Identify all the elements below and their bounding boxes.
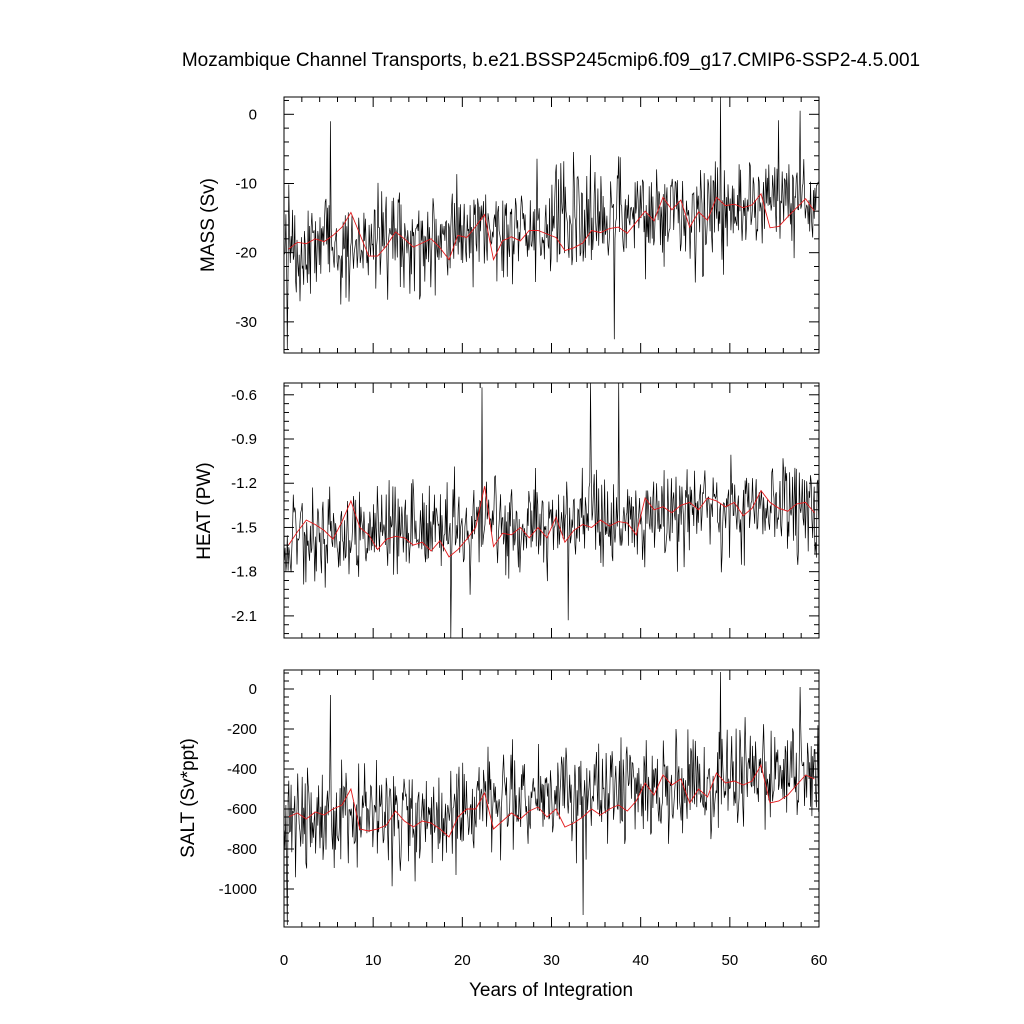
x-tick-labels: 0 10 20 30 40 50 60 xyxy=(280,952,828,969)
y-tick-label: -2.1 xyxy=(231,608,257,625)
y-tick-label: -400 xyxy=(227,761,257,778)
x-tick-label: 10 xyxy=(365,952,382,969)
y-tick-label: -200 xyxy=(227,721,257,738)
y-axis-label-salt: SALT (Sv*ppt) xyxy=(178,738,199,858)
x-axis-label: Years of Integration xyxy=(469,980,633,1001)
annual-mean-line xyxy=(288,486,815,558)
annual-mean-line xyxy=(288,763,815,838)
plot-area-mass xyxy=(284,96,819,350)
panel-salt: 0 -200 -400 -600 -800 -1000 SALT (Sv*ppt) xyxy=(178,669,820,928)
y-axis-label-mass: MASS (Sv) xyxy=(198,178,219,272)
annual-mean-line xyxy=(288,192,815,262)
y-tick-label: -1.5 xyxy=(231,519,257,536)
plot-area-salt xyxy=(284,671,819,926)
y-tick-label: -0.6 xyxy=(231,387,257,404)
y-tick-label: -20 xyxy=(235,245,257,262)
x-tick-label: 20 xyxy=(454,952,471,969)
y-tick-label: -600 xyxy=(227,801,257,818)
x-tick-label: 40 xyxy=(632,952,649,969)
monthly-series-line xyxy=(284,96,819,350)
monthly-series-line xyxy=(284,671,819,926)
y-tick-label: -0.9 xyxy=(231,431,257,448)
y-tick-label: 0 xyxy=(249,681,257,698)
x-tick-label: 50 xyxy=(721,952,738,969)
y-tick-label: -800 xyxy=(227,841,257,858)
y-tick-label: 0 xyxy=(249,106,257,123)
y-tick-label: -1.2 xyxy=(231,475,257,492)
plot-area-heat xyxy=(284,382,819,639)
panel-heat: -0.6 -0.9 -1.2 -1.5 -1.8 -2.1 HEAT (PW) xyxy=(194,382,820,639)
monthly-series-line xyxy=(284,382,819,639)
panel-mass: 0 -10 -20 -30 MASS (Sv) xyxy=(198,96,820,354)
x-tick-label: 0 xyxy=(280,952,288,969)
y-tick-label: -30 xyxy=(235,314,257,331)
y-tick-label: -1000 xyxy=(219,881,257,898)
chart-title: Mozambique Channel Transports, b.e21.BSS… xyxy=(182,50,920,71)
x-tick-label: 30 xyxy=(543,952,560,969)
y-axis-label-heat: HEAT (PW) xyxy=(194,462,215,559)
x-tick-label: 60 xyxy=(811,952,828,969)
y-tick-label: -1.8 xyxy=(231,564,257,581)
y-tick-label: -10 xyxy=(235,175,257,192)
